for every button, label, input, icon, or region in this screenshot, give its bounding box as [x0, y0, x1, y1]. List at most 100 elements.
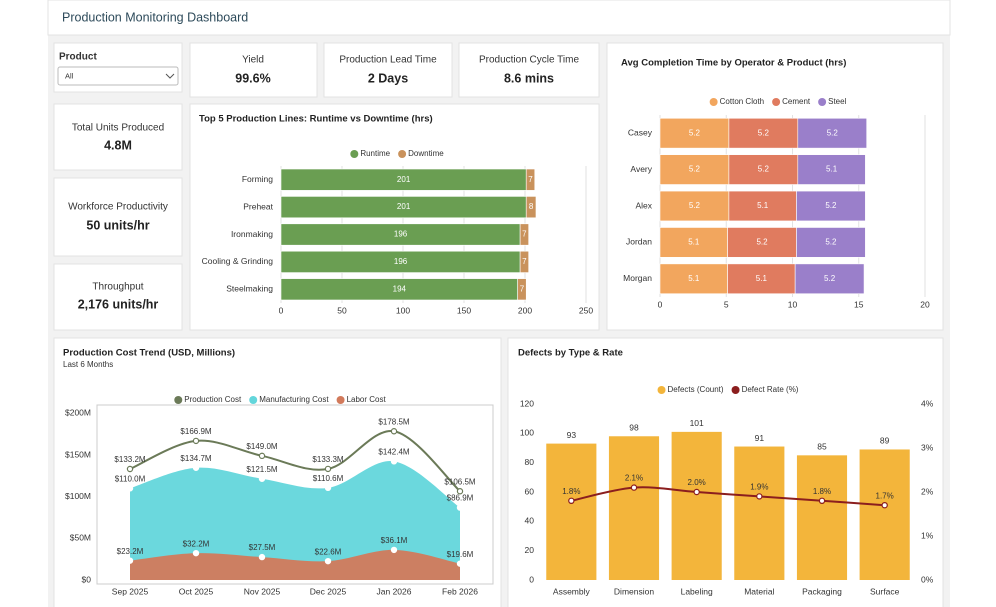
- data-label: 2.1%: [625, 474, 643, 483]
- data-label: 201: [397, 175, 411, 184]
- y-tick-label: 80: [525, 457, 535, 467]
- bar-segment: [728, 117, 799, 149]
- bar: [859, 449, 910, 580]
- x-tick-label: 5: [724, 299, 729, 309]
- data-label: 5.2: [824, 274, 836, 283]
- data-label: 1.7%: [876, 491, 894, 500]
- y-tick-label: Alex: [635, 200, 652, 210]
- point: [126, 485, 134, 492]
- x-tick-label: Material: [744, 586, 774, 596]
- bar: [546, 443, 597, 580]
- data-label: 194: [393, 284, 407, 293]
- data-label: $86.9M: [447, 494, 474, 503]
- y-tick-label: $100M: [65, 491, 91, 501]
- legend-label: Cement: [782, 97, 811, 106]
- y-tick-label: Morgan: [623, 273, 652, 283]
- point: [258, 452, 266, 460]
- bar: [796, 455, 848, 580]
- bar-segment: [797, 117, 867, 149]
- filter-label: Product: [59, 52, 97, 63]
- line: [129, 430, 461, 492]
- point: [192, 549, 200, 557]
- chart-title: Defects by Type & Rate: [518, 348, 623, 359]
- data-label: $23.2M: [117, 547, 144, 556]
- point: [818, 497, 826, 504]
- legend-label: Defects (Count): [668, 385, 724, 394]
- bar-segment: [659, 154, 730, 185]
- legend: Cotton Cloth Cement Steel: [709, 97, 847, 106]
- bar: [734, 446, 785, 580]
- point: [630, 484, 638, 491]
- point: [568, 497, 575, 504]
- data-label: $19.6M: [447, 550, 474, 559]
- y-tick-label: $150M: [65, 449, 91, 459]
- data-label: $110.0M: [115, 474, 146, 483]
- line: [571, 486, 885, 507]
- legend-swatch: [174, 396, 183, 404]
- y-tick-label: Cooling & Grinding: [202, 256, 274, 266]
- dropdown-value[interactable]: All: [65, 71, 74, 80]
- bar-segment: [517, 278, 527, 301]
- data-label: 7: [522, 230, 527, 239]
- point: [756, 493, 763, 500]
- legend-label: Defect Rate (%): [742, 385, 799, 394]
- bar-segment: [794, 263, 865, 295]
- point: [258, 475, 266, 482]
- data-label: 1.8%: [813, 487, 831, 496]
- kpi-value: 8.6 mins: [504, 71, 554, 85]
- legend-label: Downtime: [408, 149, 444, 158]
- bar-segment: [728, 154, 799, 185]
- legend-swatch: [657, 386, 666, 394]
- point: [324, 557, 332, 565]
- dropdown-chevron[interactable]: [165, 73, 175, 79]
- data-label: 5.1: [757, 201, 769, 210]
- x-tick-label: 15: [854, 299, 864, 309]
- legend: Runtime Downtime: [350, 149, 444, 158]
- data-label: $106.5M: [444, 477, 475, 486]
- bar-segment: [525, 168, 536, 191]
- data-label: 5.2: [689, 128, 701, 137]
- point: [693, 488, 700, 496]
- data-label: $178.5M: [378, 417, 409, 426]
- x-tick-label: Dec 2025: [310, 586, 347, 596]
- x-tick-label: 0: [279, 305, 284, 315]
- data-label: 85: [817, 442, 827, 452]
- legend-swatch: [350, 150, 359, 158]
- card: [53, 177, 183, 257]
- data-label: 91: [755, 433, 765, 443]
- x-tick-label: Surface: [870, 586, 900, 596]
- y-tick-label: Preheat: [243, 201, 273, 211]
- kpi-value: 99.6%: [235, 71, 270, 85]
- y-tick-label: 20: [525, 545, 535, 555]
- x-tick-label: 20: [920, 299, 930, 309]
- data-label: 7: [520, 284, 525, 293]
- chart-subtitle: Last 6 Months: [63, 360, 113, 369]
- y-tick-label: Forming: [242, 174, 273, 184]
- data-label: 7: [528, 175, 533, 184]
- kpi-label: Total Units Produced: [72, 123, 164, 134]
- area: [130, 549, 460, 580]
- legend: Production Cost Manufacturing Cost Labor C…: [174, 395, 386, 404]
- data-label: 1.9%: [750, 483, 768, 492]
- y-tick-label: Steelmaking: [226, 284, 273, 294]
- point: [126, 465, 134, 473]
- data-label: 5.2: [756, 238, 768, 247]
- plot-frame: [96, 404, 494, 585]
- dropdown[interactable]: [57, 66, 179, 86]
- data-label: $166.9M: [180, 427, 211, 436]
- bar-segment: [796, 190, 866, 222]
- bar-segment: [525, 196, 537, 219]
- legend-swatch: [731, 386, 740, 394]
- y-tick-label: $200M: [65, 408, 91, 418]
- data-label: 7: [522, 257, 527, 266]
- card: [323, 42, 453, 98]
- x-tick-label: 250: [579, 305, 593, 315]
- data-label: 5.1: [756, 274, 768, 283]
- bar-segment: [659, 263, 728, 295]
- bar-segment: [727, 227, 797, 258]
- point: [456, 504, 464, 511]
- data-label: 196: [394, 230, 408, 239]
- y2-tick-label: 2%: [921, 486, 934, 496]
- data-label: $121.5M: [246, 465, 277, 474]
